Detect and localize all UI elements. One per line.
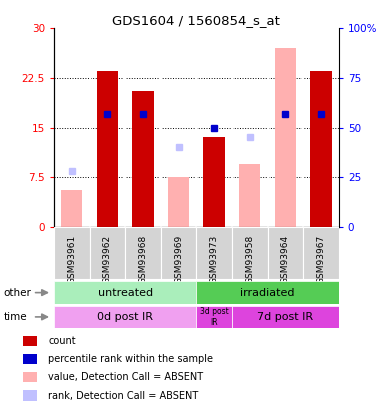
- Text: GSM93962: GSM93962: [103, 235, 112, 284]
- Bar: [196, 227, 232, 279]
- Bar: [303, 227, 339, 279]
- Bar: [54, 281, 196, 304]
- Bar: [168, 177, 189, 227]
- Bar: [61, 190, 82, 227]
- Text: value, Detection Call = ABSENT: value, Detection Call = ABSENT: [48, 372, 203, 382]
- Text: count: count: [48, 336, 76, 346]
- Bar: [90, 227, 125, 279]
- Title: GDS1604 / 1560854_s_at: GDS1604 / 1560854_s_at: [112, 14, 280, 27]
- Text: GSM93969: GSM93969: [174, 235, 183, 284]
- Bar: [310, 71, 332, 227]
- Bar: [203, 138, 225, 227]
- Bar: [54, 227, 90, 279]
- Bar: [132, 91, 154, 227]
- Text: time: time: [4, 312, 27, 322]
- Text: percentile rank within the sample: percentile rank within the sample: [48, 354, 213, 364]
- Text: 7d post IR: 7d post IR: [257, 312, 313, 322]
- Bar: [54, 306, 196, 328]
- Text: irradiated: irradiated: [240, 288, 295, 298]
- Bar: [23, 354, 37, 364]
- Bar: [268, 227, 303, 279]
- Text: GSM93964: GSM93964: [281, 235, 290, 284]
- Bar: [239, 164, 260, 227]
- Bar: [161, 227, 196, 279]
- Text: other: other: [4, 288, 32, 298]
- Text: 0d post IR: 0d post IR: [97, 312, 153, 322]
- Bar: [23, 336, 37, 346]
- Text: GSM93968: GSM93968: [139, 235, 147, 284]
- Text: GSM93961: GSM93961: [67, 235, 76, 284]
- Text: rank, Detection Call = ABSENT: rank, Detection Call = ABSENT: [48, 390, 198, 401]
- Text: GSM93958: GSM93958: [245, 235, 254, 284]
- Bar: [23, 390, 37, 401]
- Bar: [196, 281, 339, 304]
- Text: 3d post
IR: 3d post IR: [200, 307, 229, 326]
- Text: untreated: untreated: [97, 288, 153, 298]
- Bar: [275, 48, 296, 227]
- Bar: [232, 227, 268, 279]
- Bar: [196, 306, 232, 328]
- Bar: [23, 372, 37, 382]
- Bar: [97, 71, 118, 227]
- Bar: [125, 227, 161, 279]
- Bar: [232, 306, 339, 328]
- Text: GSM93967: GSM93967: [316, 235, 325, 284]
- Text: GSM93973: GSM93973: [210, 235, 219, 284]
